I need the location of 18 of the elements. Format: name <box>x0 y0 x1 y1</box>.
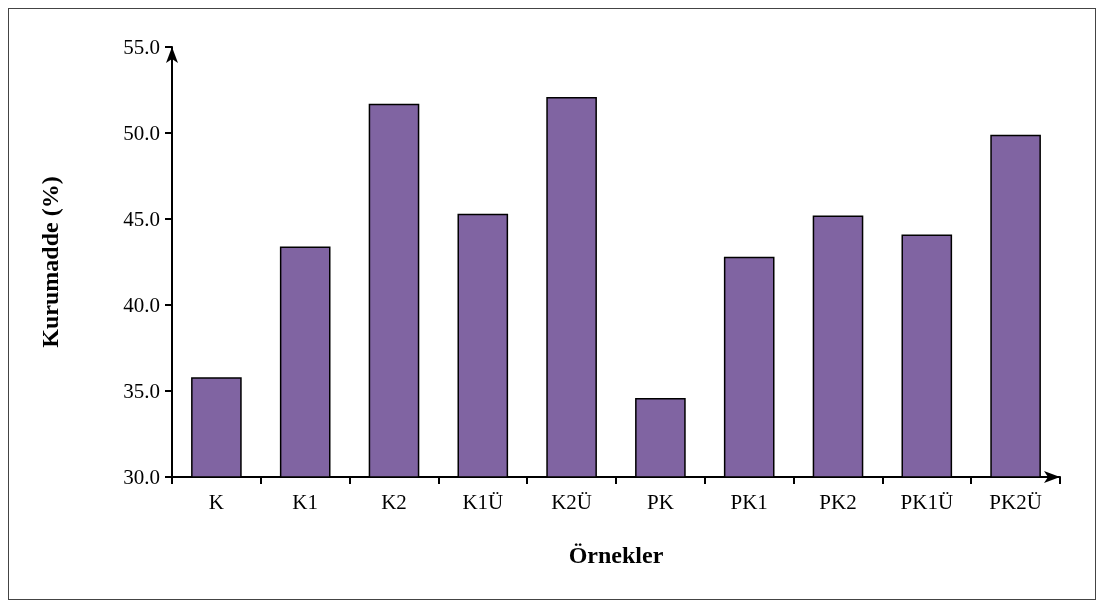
x-tick-label: K2 <box>381 489 407 514</box>
x-tick-label: PK <box>646 489 674 514</box>
y-tick-label: 45.0 <box>123 207 160 231</box>
y-tick-label: 40.0 <box>123 293 160 317</box>
x-tick-label: PK2Ü <box>989 489 1042 514</box>
x-tick-label: PK1 <box>730 489 768 514</box>
x-tick-label: PK2 <box>819 489 857 514</box>
x-tick-label: K2Ü <box>551 489 593 514</box>
x-tick-label: K1 <box>292 489 319 514</box>
y-tick-label: 50.0 <box>123 121 160 145</box>
x-tick-label: K <box>208 489 224 514</box>
x-tick-label: PK1Ü <box>900 489 954 514</box>
y-axis-title: Kurumadde (%) <box>37 176 63 348</box>
y-tick-label: 30.0 <box>123 465 160 489</box>
x-axis-title: Örnekler <box>568 542 664 568</box>
y-tick-label: 55.0 <box>123 35 160 59</box>
x-tick-label: K1Ü <box>462 489 504 514</box>
y-tick-label: 35.0 <box>123 379 160 403</box>
